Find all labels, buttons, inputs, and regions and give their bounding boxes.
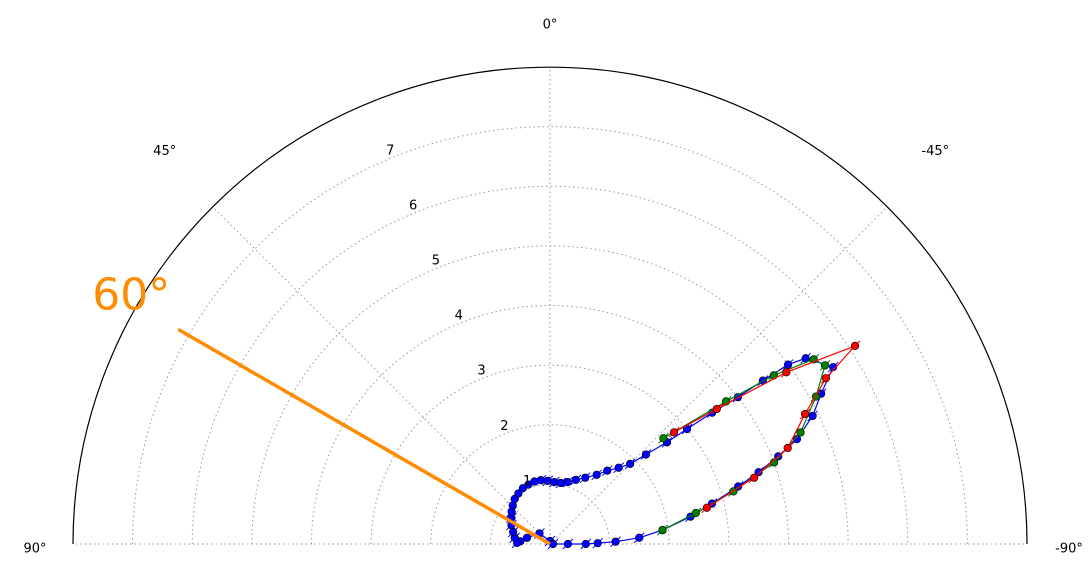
series-0-point xyxy=(556,478,565,488)
series-2-point xyxy=(821,374,831,383)
series-0-point xyxy=(603,466,612,475)
angular-grid-spoke xyxy=(549,206,888,545)
series-1-point xyxy=(796,428,805,437)
series-0-point xyxy=(808,411,817,421)
series-2-line xyxy=(673,345,856,509)
series-0-point xyxy=(626,459,635,468)
annotation-label: 60° xyxy=(92,269,170,320)
series-0-point xyxy=(548,539,558,549)
radial-grid-arc xyxy=(311,305,789,545)
series-2-point xyxy=(850,341,860,351)
series-2-point xyxy=(702,503,711,512)
series-0-point xyxy=(611,537,620,546)
radial-grid-arc xyxy=(132,126,968,545)
series-0-point xyxy=(614,463,623,472)
series-0-point xyxy=(514,489,523,498)
outer-boundary xyxy=(72,66,1028,545)
series-0-point xyxy=(571,475,581,484)
series-2-point xyxy=(800,409,810,419)
angular-grid-spoke xyxy=(212,206,551,545)
r-tick-label: 6 xyxy=(409,198,417,213)
series-0-point xyxy=(592,470,601,479)
series-2-point xyxy=(712,404,721,414)
series-0-point xyxy=(783,360,793,369)
series-2-point xyxy=(783,443,792,453)
theta-tick-label: -90° xyxy=(1055,542,1083,557)
series-0-point xyxy=(563,539,572,549)
r-tick-label: 3 xyxy=(477,364,485,379)
series-0-point xyxy=(641,450,651,459)
series-0-point xyxy=(635,533,644,542)
series-0-point xyxy=(509,527,518,537)
series-1-point xyxy=(691,508,700,518)
series-2-point xyxy=(669,428,679,437)
data-series xyxy=(506,340,861,550)
r-tick-label: 1 xyxy=(523,474,531,489)
theta-tick-label: 90° xyxy=(23,542,46,557)
radial-grid-arc xyxy=(370,364,730,545)
series-1-point xyxy=(820,361,830,370)
theta-tick-label: -45° xyxy=(921,144,949,159)
series-1-point xyxy=(658,526,667,535)
series-0-point xyxy=(754,468,763,477)
series-1-point xyxy=(770,458,779,467)
r-tick-label: 2 xyxy=(500,419,508,434)
series-1-point xyxy=(659,434,668,443)
radial-grid-arc xyxy=(489,483,611,545)
series-2-point xyxy=(750,473,759,482)
series-0-point xyxy=(563,477,572,487)
annotation: 60° xyxy=(92,269,551,546)
series-1-line xyxy=(662,358,826,531)
series-0-point xyxy=(581,473,590,482)
theta-tick-label: 45° xyxy=(153,144,176,159)
annotation-line xyxy=(177,327,551,546)
series-2-point xyxy=(782,368,791,377)
r-tick-label: 5 xyxy=(432,254,440,269)
tick-labels: 0° 45° -45° 90° -90° 1 2 3 4 5 6 7 xyxy=(23,18,1082,557)
series-0-point xyxy=(593,539,602,548)
theta-tick-label: 0° xyxy=(543,18,558,33)
polar-grid xyxy=(72,66,1028,545)
r-tick-label: 7 xyxy=(386,143,394,158)
series-0-point xyxy=(581,539,590,549)
series-0-point xyxy=(522,533,532,542)
series-0-point xyxy=(536,476,546,485)
r-tick-label: 4 xyxy=(455,309,463,324)
radial-grid-arc xyxy=(191,185,909,545)
